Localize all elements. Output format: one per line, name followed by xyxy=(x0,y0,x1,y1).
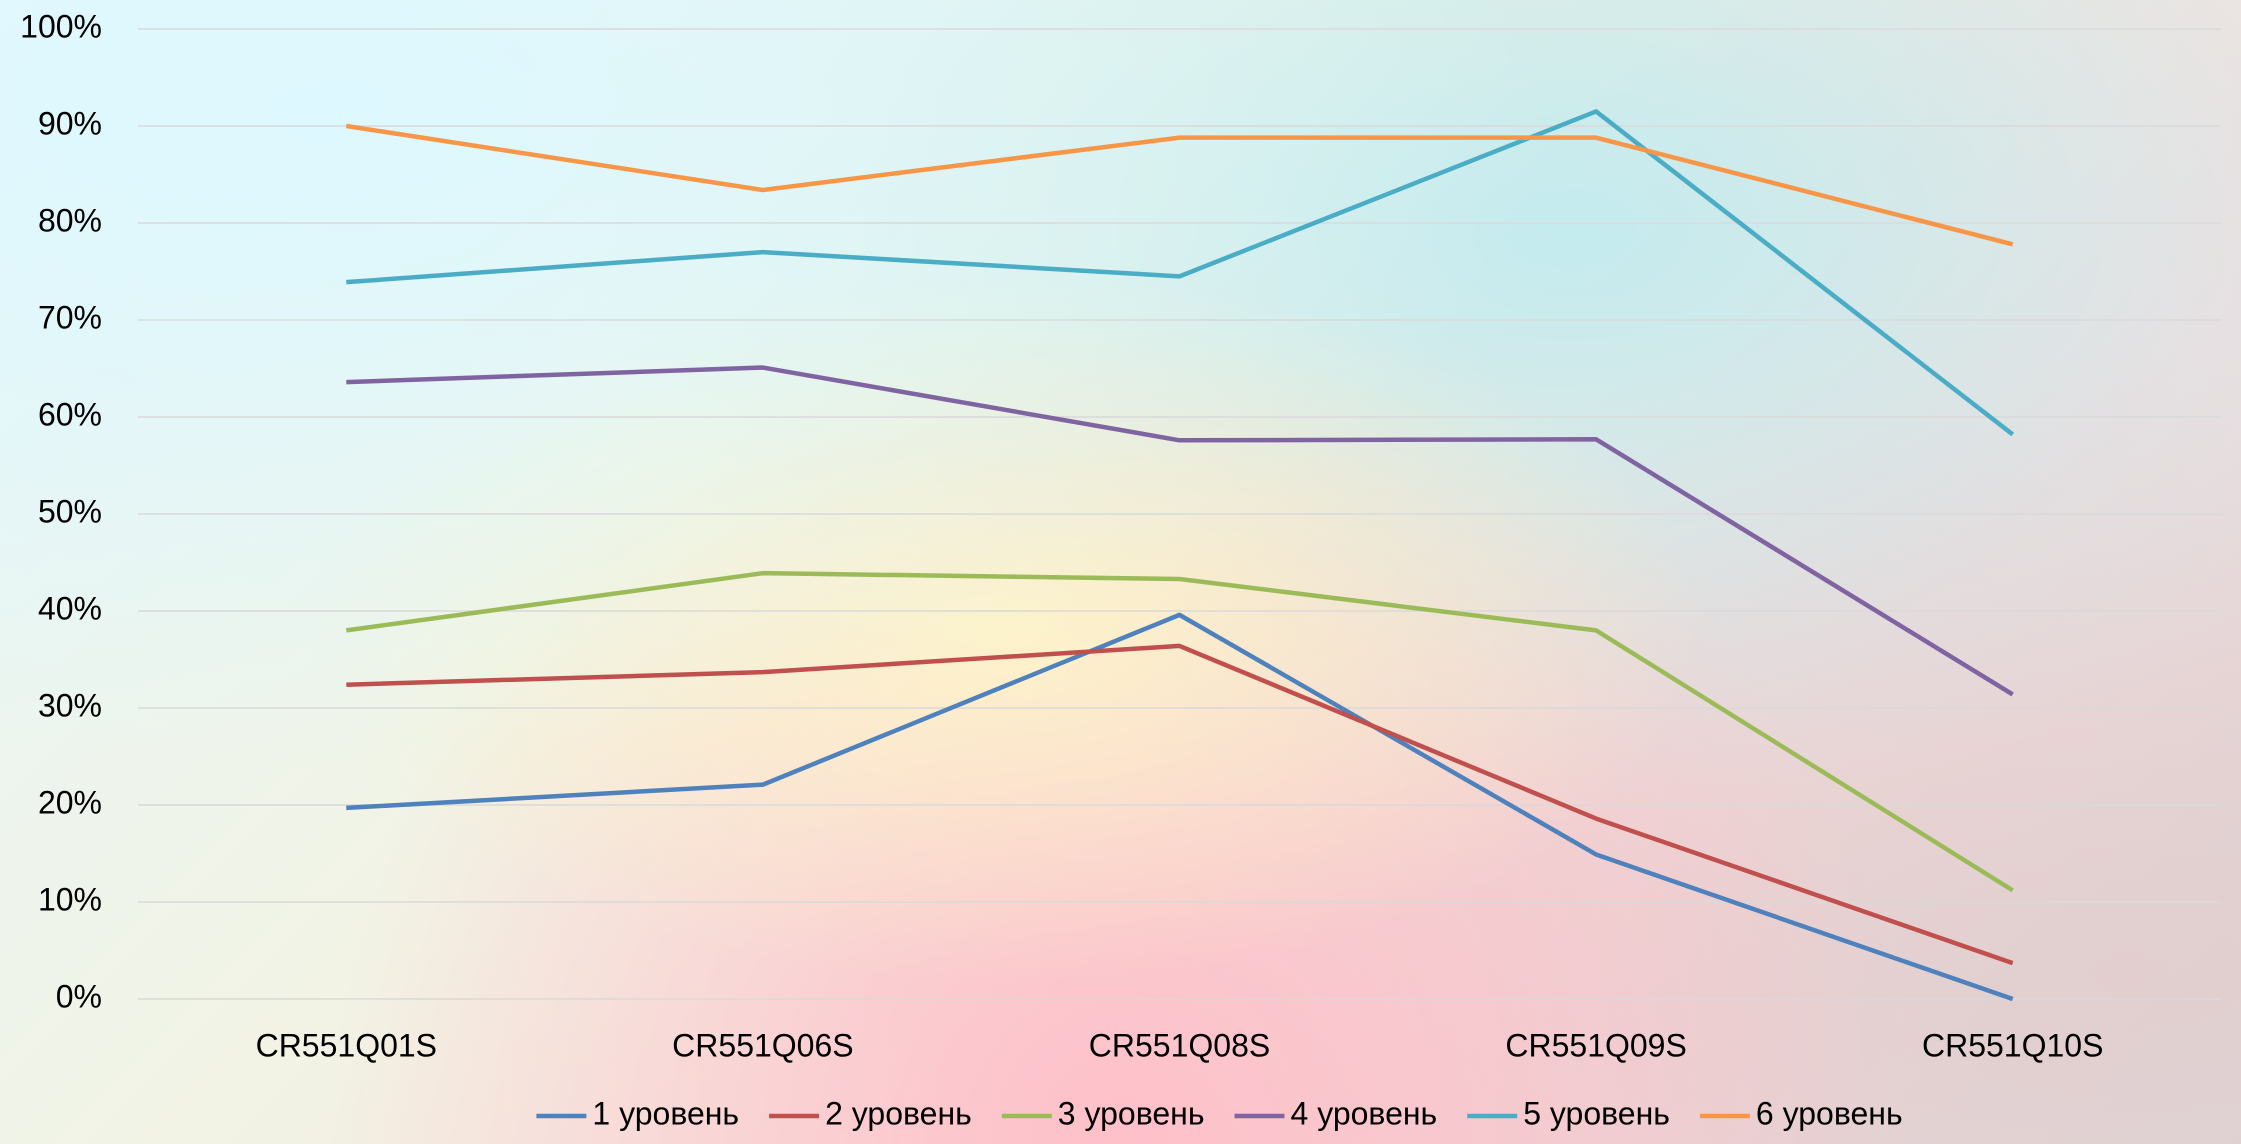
legend-label: 4 уровень xyxy=(1291,1095,1438,1131)
series-line xyxy=(346,365,2014,697)
series-line xyxy=(345,570,2014,893)
y-tick-label: 90% xyxy=(38,105,102,141)
x-tick-label: CR551Q08S xyxy=(1089,1027,1270,1063)
legend-label: 6 уровень xyxy=(1756,1095,1903,1131)
series-line xyxy=(345,123,2014,247)
x-tick-label: CR551Q06S xyxy=(672,1027,853,1063)
series-line xyxy=(346,109,2015,437)
y-tick-label: 70% xyxy=(38,299,102,335)
x-tick-label: CR551Q01S xyxy=(256,1027,437,1063)
series-line xyxy=(346,612,2014,1002)
legend-label: 2 уровень xyxy=(825,1095,972,1131)
y-tick-label: 60% xyxy=(38,396,102,432)
y-tick-label: 20% xyxy=(38,784,102,820)
y-tick-label: 40% xyxy=(38,590,102,626)
y-tick-label: 30% xyxy=(38,687,102,723)
legend-label: 3 уровень xyxy=(1058,1095,1205,1131)
x-tick-label: CR551Q09S xyxy=(1505,1027,1686,1063)
legend-label: 5 уровень xyxy=(1523,1095,1670,1131)
y-tick-label: 100% xyxy=(20,8,102,44)
y-tick-label: 80% xyxy=(38,202,102,238)
x-tick-label: CR551Q10S xyxy=(1922,1027,2103,1063)
series-line xyxy=(346,643,2014,966)
y-tick-label: 0% xyxy=(56,978,102,1014)
y-tick-label: 50% xyxy=(38,493,102,529)
legend-label: 1 уровень xyxy=(592,1095,739,1131)
y-tick-label: 10% xyxy=(38,881,102,917)
